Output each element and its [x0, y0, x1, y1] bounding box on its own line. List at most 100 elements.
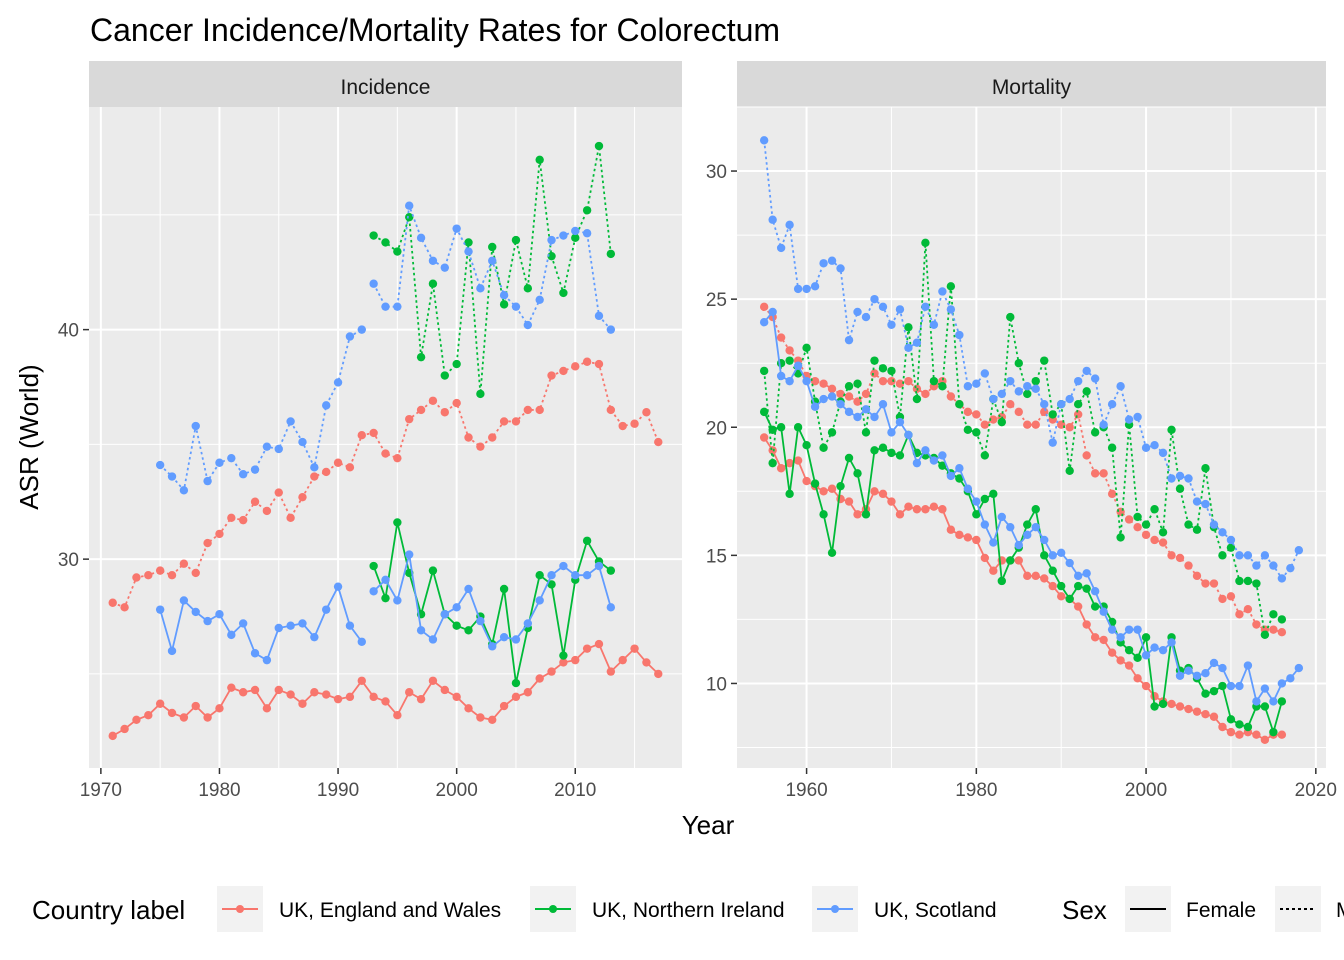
- data-point: [464, 247, 473, 256]
- data-point: [594, 311, 604, 321]
- data-point: [972, 379, 981, 388]
- data-point: [227, 630, 236, 640]
- data-point: [1286, 674, 1295, 683]
- data-point: [759, 318, 769, 327]
- x-tick-label: 2020: [1295, 780, 1337, 801]
- mortality-panel: Mortality 1960 1980 2000 2020 10 15 20 25 30: [706, 61, 1337, 801]
- data-point: [827, 428, 837, 437]
- data-point: [1252, 730, 1261, 739]
- data-point: [120, 603, 129, 612]
- data-point: [1065, 423, 1074, 432]
- incidence-panel: Incidence 1970 1980 1990 2000 2010 30 40: [58, 61, 682, 801]
- x-tick-label: 1970: [80, 780, 122, 801]
- data-point: [1082, 584, 1091, 593]
- data-point: [511, 302, 521, 311]
- data-point: [1243, 722, 1253, 732]
- data-point: [654, 669, 663, 679]
- incidence-strip-label: Incidence: [341, 76, 431, 99]
- data-point: [523, 320, 533, 330]
- data-point: [1023, 571, 1032, 581]
- data-point: [1124, 645, 1134, 655]
- data-point: [547, 571, 556, 580]
- data-point: [452, 603, 461, 612]
- data-point: [1158, 538, 1168, 547]
- data-point: [179, 559, 189, 568]
- data-point: [955, 330, 964, 340]
- data-point: [980, 420, 990, 429]
- data-point: [262, 442, 272, 451]
- incidence-gridlines: [89, 107, 682, 768]
- x-tick-label: 1960: [785, 780, 827, 801]
- data-point: [1073, 571, 1083, 581]
- legend-key-northern-ireland: [530, 886, 576, 932]
- data-point: [310, 688, 319, 697]
- data-point: [393, 596, 402, 605]
- data-point: [155, 605, 165, 614]
- data-point: [1082, 366, 1091, 376]
- data-point: [1107, 443, 1117, 452]
- data-point: [594, 561, 604, 571]
- data-point: [1294, 546, 1304, 555]
- data-point: [488, 256, 497, 265]
- data-point: [582, 357, 592, 366]
- data-point: [215, 610, 224, 619]
- data-point: [1048, 410, 1057, 419]
- data-point: [1158, 528, 1168, 537]
- legend-label-scotland: UK, Scotland: [874, 899, 997, 922]
- series-line: [159, 328, 363, 493]
- mortality-series-4: [759, 136, 1304, 583]
- data-point: [606, 566, 616, 575]
- data-point: [785, 220, 794, 230]
- data-point: [298, 492, 307, 502]
- series-line: [763, 140, 1300, 580]
- series-line: [112, 360, 660, 609]
- data-point: [972, 510, 981, 519]
- data-point: [759, 366, 769, 376]
- data-point: [793, 284, 803, 294]
- data-point: [802, 343, 811, 353]
- data-point: [559, 288, 568, 298]
- data-point: [955, 530, 964, 540]
- data-point: [191, 421, 200, 431]
- data-point: [488, 242, 497, 252]
- incidence-series-6: [155, 325, 366, 495]
- data-point: [1277, 679, 1287, 688]
- data-point: [108, 731, 117, 741]
- data-point: [571, 655, 580, 665]
- data-point: [980, 494, 990, 504]
- data-point: [1260, 684, 1270, 693]
- data-point: [582, 644, 592, 653]
- data-point: [1243, 576, 1253, 586]
- data-point: [215, 529, 224, 539]
- data-point: [921, 238, 930, 247]
- data-point: [227, 683, 236, 692]
- data-point: [1184, 666, 1193, 675]
- data-point: [1124, 515, 1134, 524]
- data-point: [844, 392, 854, 401]
- data-point: [819, 259, 828, 268]
- x-tick-label: 2000: [1125, 780, 1167, 801]
- data-point: [1201, 710, 1210, 719]
- data-point: [594, 359, 604, 369]
- data-point: [1048, 581, 1057, 591]
- data-point: [887, 366, 896, 376]
- mortality-plot-background: [737, 107, 1326, 768]
- data-point: [776, 423, 786, 432]
- data-point: [759, 433, 769, 442]
- x-tick-label: 2010: [554, 780, 596, 801]
- data-point: [369, 428, 378, 438]
- data-point: [1116, 633, 1125, 642]
- data-point: [369, 561, 378, 571]
- data-point: [571, 233, 580, 243]
- data-point: [759, 302, 769, 312]
- data-point: [1184, 704, 1193, 714]
- data-point: [238, 470, 248, 479]
- data-point: [630, 419, 639, 428]
- legend-key-england-wales: [217, 886, 263, 932]
- data-point: [167, 571, 177, 580]
- data-point: [322, 690, 331, 699]
- x-tick-label: 2000: [436, 780, 478, 801]
- data-point: [1150, 702, 1159, 711]
- data-point: [179, 713, 189, 722]
- data-point: [357, 431, 366, 440]
